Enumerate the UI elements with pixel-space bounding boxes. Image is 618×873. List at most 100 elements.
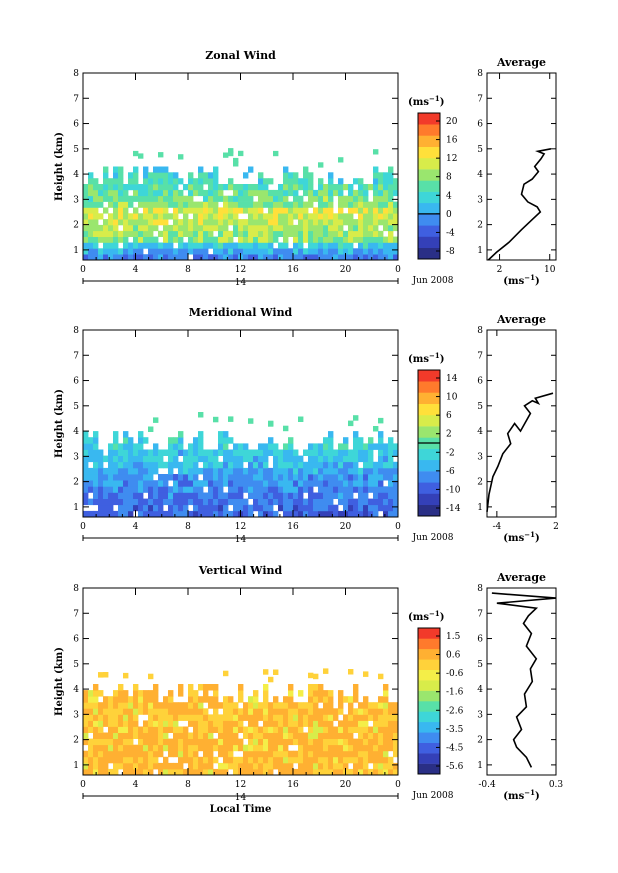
heat-cell	[153, 738, 159, 746]
heat-cell	[258, 201, 264, 208]
heat-cell	[323, 207, 329, 214]
heat-cell	[83, 207, 89, 214]
heat-cell	[133, 498, 139, 506]
heat-cell	[293, 498, 299, 506]
heat-cell	[118, 195, 124, 202]
heat-cell	[158, 201, 164, 208]
heat-cell	[123, 189, 129, 197]
heat-cell	[338, 189, 344, 197]
heat-cell	[323, 750, 329, 758]
heat-cell	[103, 224, 109, 232]
heat-cell	[143, 744, 149, 752]
heat-cell	[348, 474, 354, 481]
heat-cell	[88, 714, 94, 721]
heat-cell	[313, 443, 319, 450]
y-tick-label: 7	[73, 351, 79, 361]
heat-cell	[113, 184, 119, 191]
heat-cell	[298, 184, 304, 191]
heat-cell	[273, 474, 279, 481]
colorbar-swatch	[418, 628, 440, 639]
heat-cell	[303, 750, 309, 758]
heat-cell	[118, 708, 124, 715]
heat-cell	[243, 172, 249, 179]
heat-cell	[98, 474, 104, 481]
heat-cell	[133, 230, 139, 237]
heat-cell	[268, 467, 274, 475]
heat-cell	[313, 732, 319, 739]
heat-cell	[213, 242, 219, 249]
heat-cell	[268, 242, 274, 249]
heat-cell	[318, 762, 324, 770]
heat-cell	[113, 696, 119, 703]
heat-cell	[293, 242, 299, 249]
heat-cell	[343, 474, 349, 481]
heat-cell	[158, 498, 164, 506]
heat-cell	[203, 254, 209, 261]
heat-cell	[158, 230, 164, 237]
heat-cell	[348, 750, 354, 758]
heat-cell	[148, 467, 154, 475]
y-tick-label: 4	[73, 170, 79, 180]
heat-cell	[323, 738, 329, 746]
heat-cell	[293, 461, 299, 469]
heat-cell	[138, 474, 144, 481]
profile-frame	[486, 329, 557, 518]
x-tick-label: 4	[133, 780, 139, 790]
heat-cell	[318, 486, 324, 493]
heat-cell	[288, 750, 294, 758]
y-tick-label: 6	[73, 635, 79, 645]
heat-cell	[178, 480, 184, 487]
heat-cell	[338, 224, 344, 232]
heat-cell	[213, 714, 219, 721]
heat-cell	[293, 486, 299, 493]
heat-cell	[198, 732, 204, 739]
heat-cell	[138, 492, 144, 499]
heat-cell	[153, 443, 159, 450]
heat-cell	[188, 455, 194, 463]
heat-cell	[318, 230, 324, 237]
heat-cell	[258, 455, 264, 463]
heat-cell	[173, 230, 179, 237]
heat-cell	[278, 720, 284, 727]
heat-cell	[338, 449, 344, 456]
heat-cell	[123, 690, 129, 697]
heat-cell	[273, 224, 279, 232]
heat-cell	[168, 443, 174, 450]
heat-cell	[368, 504, 374, 512]
heat-cell	[303, 486, 309, 493]
heat-cell	[393, 184, 399, 191]
profile-line	[486, 392, 554, 512]
heat-cell	[198, 201, 204, 208]
y-tick-label: 3	[73, 710, 79, 720]
heat-cell	[83, 726, 89, 733]
heat-cell	[83, 449, 89, 456]
heat-cell	[383, 696, 389, 703]
heat-cell	[288, 768, 294, 776]
heat-cell	[193, 467, 199, 475]
heat-cell	[153, 172, 159, 179]
heat-cell	[363, 443, 369, 450]
colorbar-tick-label: -6	[446, 467, 455, 477]
heat-cell	[323, 720, 329, 727]
heat-cell	[163, 166, 169, 173]
heat-cell	[168, 492, 174, 499]
heat-cell	[88, 744, 94, 752]
heat-cell	[223, 184, 229, 191]
heat-cell	[243, 486, 249, 493]
heat-cell	[133, 150, 139, 157]
heat-cell	[228, 195, 234, 202]
heat-cell	[183, 184, 189, 191]
heat-cell	[343, 750, 349, 758]
heat-cell	[393, 510, 399, 518]
heat-cell	[83, 213, 89, 220]
heat-cell	[248, 254, 254, 261]
heat-cell	[313, 744, 319, 752]
heat-cell	[148, 242, 154, 249]
heat-cell	[393, 178, 399, 185]
heat-cell	[333, 744, 339, 752]
heat-cell	[93, 219, 99, 226]
heat-cell	[353, 248, 359, 255]
heat-cell	[353, 690, 359, 697]
heat-cell	[348, 242, 354, 249]
heat-cell	[203, 189, 209, 197]
